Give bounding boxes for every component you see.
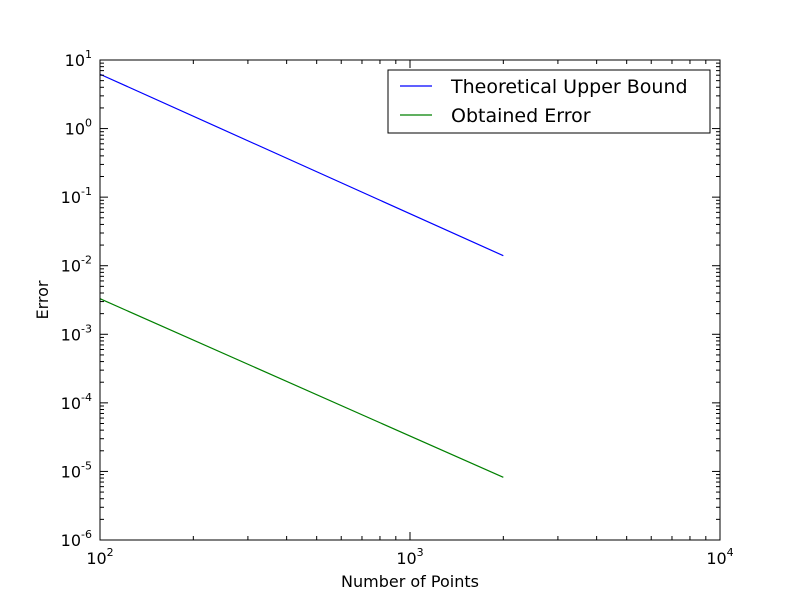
legend: Theoretical Upper Bound Obtained Error [387, 69, 711, 134]
legend-box [387, 69, 711, 134]
y-tick-label: 101 [65, 48, 92, 70]
x-axis-label: Number of Points [341, 572, 479, 591]
y-tick-label: 10-3 [61, 322, 92, 344]
y-axis-label: Error [33, 280, 52, 319]
y-tick-label: 10-6 [61, 528, 92, 550]
y-tick-label: 10-5 [61, 459, 92, 481]
legend-label-1: Theoretical Upper Bound [450, 76, 688, 98]
y-tick-label: 10-4 [61, 391, 92, 413]
tick-layer: 102 103 104 101 100 10-1 10-2 10-3 10-4 10-5 10-6 [61, 48, 734, 568]
plot-area [100, 60, 720, 540]
y-tick-label: 10-2 [61, 254, 92, 276]
series-line-1 [99, 73, 504, 257]
y-tick-label: 100 [65, 117, 92, 139]
x-tick-label: 104 [706, 546, 733, 568]
legend-label-2: Obtained Error [451, 105, 591, 127]
series-layer [99, 73, 504, 478]
x-tick-label: 103 [396, 546, 423, 568]
x-tick-label: 102 [86, 546, 113, 568]
series-line-2 [99, 298, 504, 478]
y-tick-label: 10-1 [61, 185, 92, 207]
